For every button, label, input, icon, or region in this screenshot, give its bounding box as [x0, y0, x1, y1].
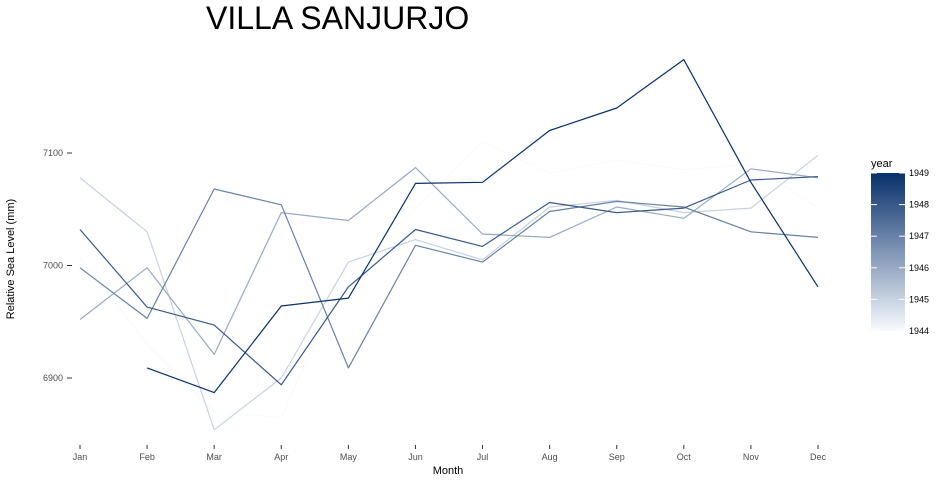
series-line-1948	[79, 176, 819, 386]
series-line-1949	[146, 59, 819, 394]
legend-title: year	[871, 158, 893, 170]
x-tick-label: Aug	[542, 452, 558, 462]
series-line-1946	[79, 167, 819, 355]
x-tick-label: Mar	[206, 452, 222, 462]
plot-panel	[79, 59, 819, 431]
legend-colorbar	[871, 173, 905, 331]
series-line-1944	[79, 141, 819, 418]
x-tick-label: Sep	[609, 452, 625, 462]
y-tick-label: 6900	[43, 373, 63, 383]
chart-title: VILLA SANJURJO	[206, 0, 469, 36]
legend-label: 1948	[909, 200, 929, 210]
x-tick-label: Jan	[73, 452, 88, 462]
legend-label: 1945	[909, 294, 929, 304]
legend: year 1949 1948 1947 1946 1945 1944	[871, 158, 929, 336]
x-axis: Jan Feb Mar Apr May Jun Jul Aug Sep Oct Nov Dec	[73, 445, 827, 462]
x-tick-label: Jun	[408, 452, 423, 462]
series-line-1945	[79, 154, 819, 431]
y-axis: 6900 7000 7100	[43, 148, 72, 383]
y-tick-label: 7000	[43, 261, 63, 271]
x-tick-label: Jul	[477, 452, 489, 462]
x-tick-label: Oct	[677, 452, 692, 462]
x-tick-label: Nov	[743, 452, 760, 462]
y-tick-label: 7100	[43, 148, 63, 158]
legend-label: 1944	[909, 326, 929, 336]
legend-label: 1949	[909, 168, 929, 178]
series-line-1947	[79, 188, 819, 369]
x-tick-label: May	[340, 452, 358, 462]
x-axis-title: Month	[433, 465, 464, 477]
x-tick-label: Dec	[810, 452, 827, 462]
x-tick-label: Apr	[274, 452, 288, 462]
legend-label: 1946	[909, 263, 929, 273]
legend-label: 1947	[909, 231, 929, 241]
y-axis-title: Relative Sea Level (mm)	[5, 199, 17, 319]
x-tick-label: Feb	[139, 452, 155, 462]
